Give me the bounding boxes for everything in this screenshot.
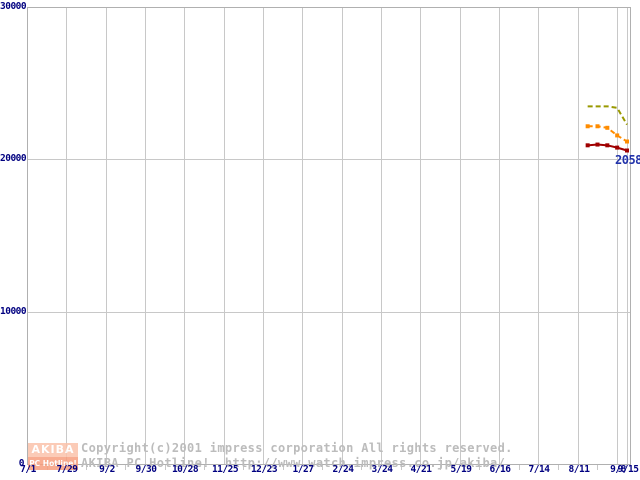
data-point-marker [595, 142, 600, 147]
data-point-marker [605, 125, 610, 130]
data-point-marker [615, 133, 620, 138]
data-point-marker [585, 143, 590, 148]
data-point-marker [595, 124, 600, 129]
watermark: AKIBA PC Hotline! Copyright(c)2001 impre… [28, 441, 513, 471]
data-point-marker [625, 139, 629, 144]
latest-price-label: 20580 [615, 153, 640, 167]
logo-akiba-text: AKIBA [28, 443, 78, 457]
copyright-line-2: AKIBA PC Hotline! http://www.watch.impre… [81, 456, 506, 470]
akiba-pc-hotline-logo: AKIBA PC Hotline! [28, 443, 78, 470]
logo-pc-hotline-text: PC Hotline! [28, 457, 78, 470]
data-point-marker [625, 148, 629, 153]
series-line-high-price-olive-dashed [587, 105, 628, 126]
data-point-marker [605, 143, 610, 148]
copyright-text: Copyright(c)2001 impress corporation All… [81, 441, 513, 471]
data-point-marker [615, 145, 620, 150]
data-point-marker [585, 124, 590, 129]
copyright-line-1: Copyright(c)2001 impress corporation All… [81, 441, 513, 455]
